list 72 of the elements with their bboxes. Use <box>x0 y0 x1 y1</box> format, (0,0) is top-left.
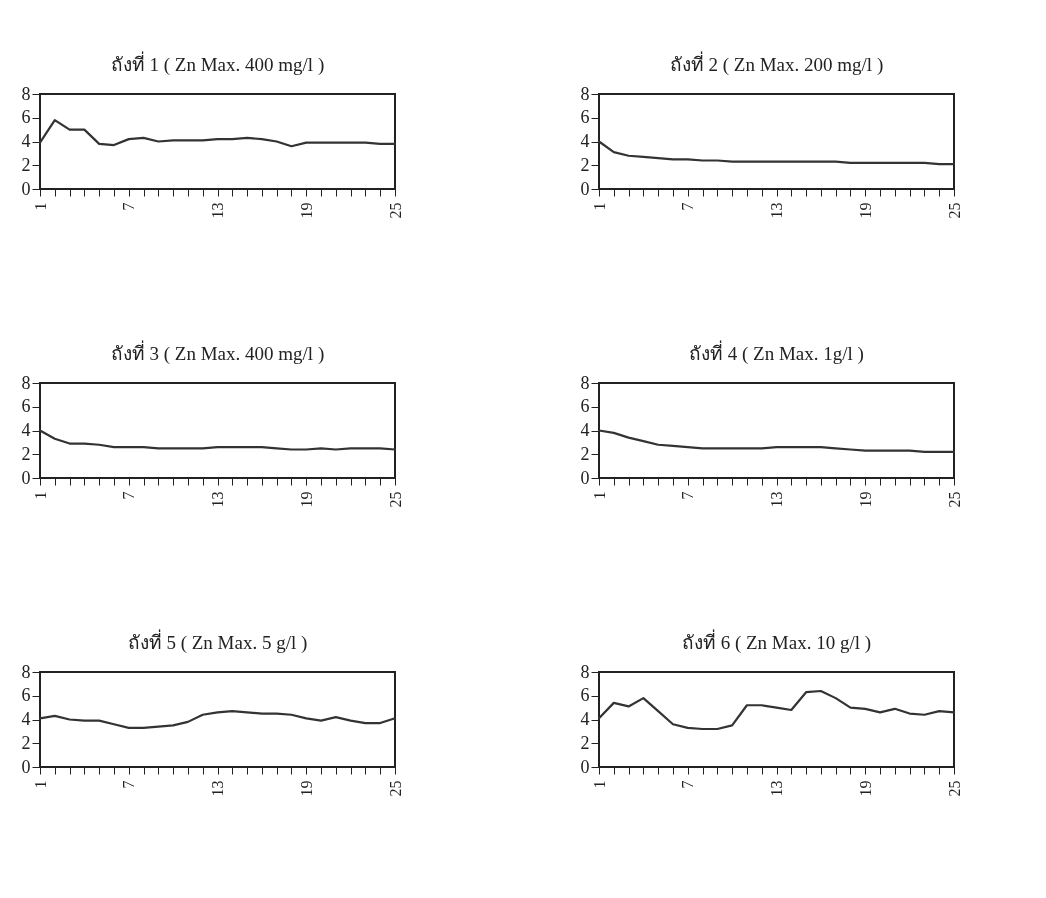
line-series <box>38 429 397 451</box>
x-tick-label: 25 <box>386 202 404 219</box>
chart-title: ถังที่ 6 ( Zn Max. 10 g/l ) <box>681 629 872 654</box>
x-tick-label: 1 <box>31 491 49 500</box>
y-tick-label: 8 <box>580 372 590 393</box>
x-tick-label: 19 <box>856 780 874 797</box>
x-tick-label: 25 <box>945 491 963 508</box>
x-tick-label: 7 <box>679 491 697 500</box>
line-series <box>597 429 956 453</box>
y-tick-label: 0 <box>21 756 31 777</box>
x-tick-label: 7 <box>120 202 138 211</box>
x-tick-label: 13 <box>209 780 226 797</box>
y-tick-label: 0 <box>580 467 590 488</box>
x-tick-label: 7 <box>679 202 697 211</box>
y-tick-label: 8 <box>21 83 31 104</box>
x-tick-label: 7 <box>120 491 138 500</box>
y-tick-label: 4 <box>21 709 31 729</box>
x-tick-label: 1 <box>590 780 608 789</box>
x-tick-label: 1 <box>590 491 608 500</box>
chart-title: ถังที่ 4 ( Zn Max. 1g/l ) <box>689 340 864 365</box>
y-tick-label: 2 <box>21 443 31 464</box>
y-tick-label: 2 <box>21 732 31 753</box>
x-tick-label: 1 <box>31 202 49 211</box>
y-tick-label: 8 <box>21 372 31 393</box>
x-tick-label: 19 <box>297 491 315 508</box>
x-tick-label: 1 <box>31 780 49 789</box>
y-tick-label: 6 <box>580 107 590 128</box>
y-tick-label: 2 <box>580 732 590 753</box>
x-tick-label: 25 <box>386 780 404 797</box>
y-tick-label: 8 <box>580 83 590 104</box>
y-tick-label: 4 <box>21 131 31 151</box>
y-tick-label: 0 <box>580 756 590 777</box>
x-tick-label: 25 <box>945 780 963 797</box>
x-tick-label: 19 <box>856 491 874 508</box>
chart-title: ถังที่ 5 ( Zn Max. 5 g/l ) <box>127 629 308 654</box>
x-tick-label: 13 <box>768 780 785 797</box>
y-tick-label: 2 <box>580 154 590 175</box>
x-tick-label: 25 <box>386 491 404 508</box>
chart-title: ถังที่ 2 ( Zn Max. 200 mg/l ) <box>669 51 884 76</box>
x-tick-label: 13 <box>768 202 785 219</box>
y-tick-label: 6 <box>21 685 31 706</box>
y-tick-label: 4 <box>580 420 590 440</box>
x-tick-label: 19 <box>297 780 315 797</box>
y-tick-label: 6 <box>21 107 31 128</box>
chart-title: ถังที่ 1 ( Zn Max. 400 mg/l ) <box>110 51 325 76</box>
chart-title: ถังที่ 3 ( Zn Max. 400 mg/l ) <box>110 340 325 365</box>
y-tick-label: 6 <box>580 685 590 706</box>
x-tick-label: 7 <box>120 780 138 789</box>
x-tick-label: 25 <box>945 202 963 219</box>
y-tick-label: 4 <box>21 420 31 440</box>
y-tick-label: 8 <box>580 661 590 682</box>
y-tick-label: 4 <box>580 131 590 151</box>
y-tick-label: 4 <box>580 709 590 729</box>
x-tick-label: 13 <box>209 202 226 219</box>
x-tick-label: 7 <box>679 780 697 789</box>
y-tick-label: 0 <box>21 178 31 199</box>
y-tick-label: 8 <box>21 661 31 682</box>
y-tick-label: 0 <box>21 467 31 488</box>
line-series <box>597 140 956 166</box>
y-tick-label: 6 <box>580 396 590 417</box>
line-series <box>38 119 397 148</box>
x-tick-label: 13 <box>209 491 226 508</box>
line-series <box>38 710 397 729</box>
y-tick-label: 0 <box>580 178 590 199</box>
x-tick-label: 1 <box>590 202 608 211</box>
y-tick-label: 6 <box>21 396 31 417</box>
x-tick-label: 19 <box>297 202 315 219</box>
line-series <box>597 689 956 731</box>
x-tick-label: 19 <box>856 202 874 219</box>
y-tick-label: 2 <box>580 443 590 464</box>
x-tick-label: 13 <box>768 491 785 508</box>
y-tick-label: 2 <box>21 154 31 175</box>
